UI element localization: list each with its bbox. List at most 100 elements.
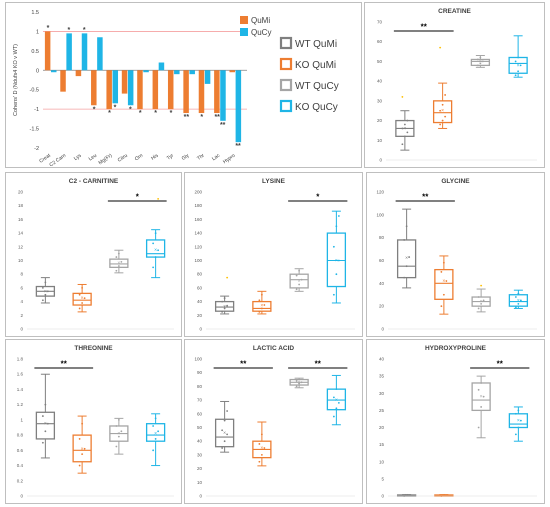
y-tick-label: 40 [379,281,385,286]
y-tick-label: 0.8 [17,433,24,438]
iqr-box [252,300,272,312]
x-tick-label: Citru [117,153,129,164]
chart-threonine: THREONINE 0 0.2 0.4 0.6 0.8 1 1.2 1.4 1.6 1.8 × × × × *… [5,339,182,504]
data-point [258,443,261,445]
data-point [83,297,86,300]
data-point [223,307,226,310]
bar-qucy-lys [81,33,88,71]
data-point [479,56,482,59]
y-tick-label: 1.4 [17,387,24,392]
data-point [226,304,229,307]
chart-cohens-d: Cohens' D (Ndufs4 KO v WT) -2 -1.5 -1 -0.5 0 0… [5,2,362,168]
data-point [298,382,301,385]
data-point [476,58,479,61]
mean-marker: × [117,261,120,267]
y-tick-label: 10 [379,459,385,464]
chart-title: THREONINE [74,345,113,352]
chart-title: HYDROXYPROLINE [425,345,487,352]
data-point [442,261,445,264]
iqr-box [72,292,92,306]
chart-frame [184,339,363,504]
chart-c2-carnitine: C2 - CARNITINE 0 2 4 6 8 10 12 14 16 18 20 × × × × * [5,172,182,337]
y-tick-label: 18 [18,203,24,208]
data-point [444,94,447,96]
mean-marker: × [480,394,483,400]
data-point [439,46,442,49]
data-point [157,197,160,200]
data-point [44,281,47,284]
x-tick-label: Thr [196,153,206,162]
data-point [117,435,120,438]
bar-qucy-c2-carn [66,33,72,71]
bar-qucy-citru [127,70,134,106]
data-point [403,123,406,126]
bar-qumi-citru [121,70,128,94]
data-point [120,430,123,433]
significance-label: ** [240,360,247,369]
box-wt-qumi: × [214,400,235,453]
data-point [226,276,229,279]
y-tick-label: 20 [197,313,203,318]
significance-label: ** [315,360,322,369]
significance-mark: * [154,110,157,117]
iqr-box [434,268,454,300]
data-point [44,430,47,433]
data-point [115,425,118,427]
data-point [154,438,157,440]
data-point [401,143,404,146]
mean-marker: × [517,63,520,69]
data-point [44,403,47,406]
significance-mark: * [47,25,50,32]
bar-qucy-mg-fr- [112,70,119,104]
y-tick-label: 200 [194,190,202,195]
data-point [221,300,224,303]
data-point [223,440,226,443]
chart-title: CREATINE [438,8,471,15]
y-tick-label: 14 [18,231,24,236]
mean-marker: × [154,248,157,254]
y-tick-label: 4 [20,299,23,304]
data-point [298,283,301,286]
mean-marker: × [223,304,226,310]
y-tick-label: 1 [36,29,39,35]
y-tick-label: 140 [194,231,202,236]
chart-creatine: CREATINE 0 10 20 30 40 50 60 70 × × × × ** [364,2,545,168]
y-tick-label: 60 [197,411,203,416]
data-point [479,62,482,65]
y-tick-label: 2 [20,313,23,318]
chart-title: LYSINE [262,178,286,185]
data-point [117,265,120,267]
iqr-box [396,239,417,279]
data-point [154,417,157,420]
significance-label: ** [497,360,504,369]
significance-mark: * [114,104,117,111]
data-point [46,290,49,293]
data-point [482,299,485,302]
iqr-box [432,100,453,124]
legend-swatch [240,16,248,24]
bar-qumi-gly [183,70,189,114]
data-point [445,280,448,282]
mean-marker: × [44,421,47,427]
data-point [477,388,480,391]
data-point [157,430,160,433]
y-tick-label: 60 [379,258,385,263]
data-point [260,454,263,456]
bar-qumi-creat [44,31,51,71]
box-ko-qucy: × [145,413,166,467]
y-tick-label: 1.2 [17,402,24,407]
box-wt-qucy: × [289,377,309,389]
bar-qucy-leu [97,37,103,71]
y-tick-label: 5 [381,476,384,481]
y-tick-label: 10 [197,480,203,485]
box-ko-qucy: × [145,197,166,279]
data-point [41,287,44,289]
data-point [442,293,445,296]
significance-mark: * [67,27,70,34]
data-point [405,225,408,228]
data-point [260,307,263,310]
y-tick-label: 0 [381,494,384,499]
mean-marker: × [403,126,406,132]
significance-label: ** [61,360,68,369]
